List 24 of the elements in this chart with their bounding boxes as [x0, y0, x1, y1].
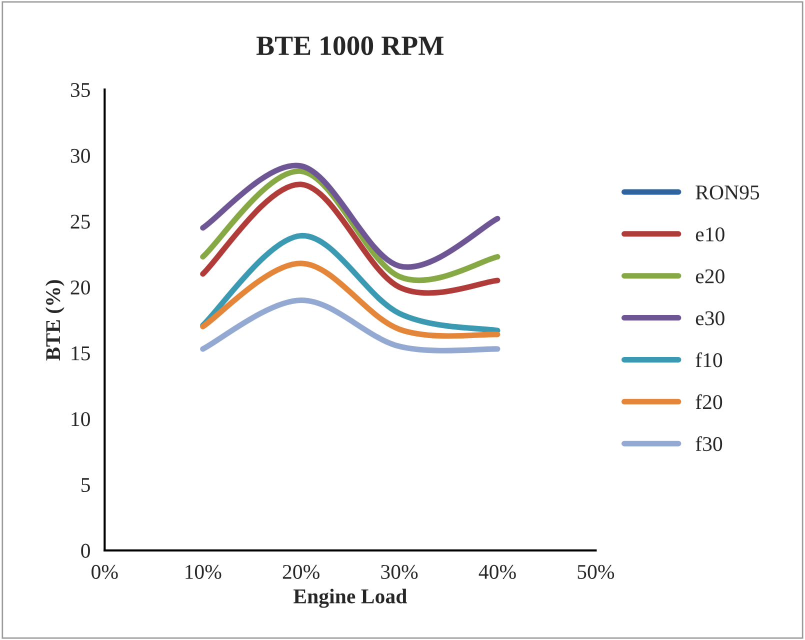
x-tick-label: 20%: [282, 564, 320, 580]
y-tick-label: 35: [70, 83, 90, 98]
y-tick-label: 30: [70, 148, 90, 163]
x-tick-label: 10%: [186, 564, 222, 580]
x-tick-label: 30%: [381, 564, 418, 580]
y-tick-label: 5: [82, 478, 90, 492]
legend-label: f30: [696, 436, 722, 452]
legend-label: e30: [696, 311, 724, 326]
legend-label: e10: [696, 227, 724, 242]
y-axis-title: BTE (%): [45, 280, 64, 360]
y-tick-label: 20: [70, 280, 90, 295]
x-tick-label: 50%: [578, 564, 614, 580]
legend-label: RON95: [696, 185, 760, 200]
x-tick-label: 40%: [478, 564, 516, 580]
y-tick-label: 25: [70, 214, 90, 229]
y-tick-label: 10: [72, 412, 90, 426]
legend-label: e20: [696, 269, 724, 284]
legend-label: f20: [696, 394, 722, 410]
y-tick-label: 15: [72, 346, 90, 360]
x-tick-label: 0%: [92, 564, 118, 580]
chart-title: BTE 1000 RPM: [256, 36, 444, 56]
y-tick-label: 0: [81, 544, 90, 558]
legend-label: f10: [696, 352, 722, 368]
x-axis-title: Engine Load: [294, 588, 407, 608]
